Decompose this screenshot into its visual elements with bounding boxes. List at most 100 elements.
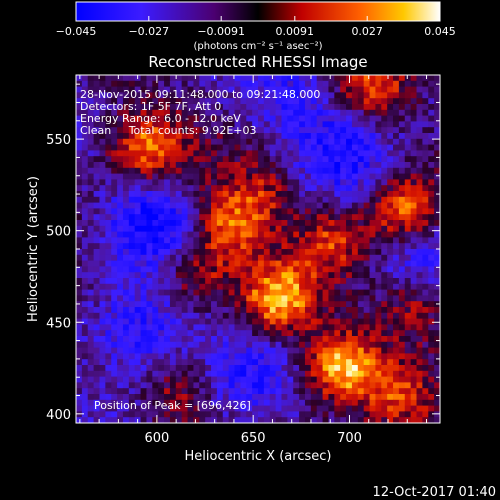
image-pixel bbox=[187, 92, 194, 99]
image-pixel bbox=[310, 278, 318, 285]
image-pixel bbox=[351, 231, 359, 238]
image-pixel bbox=[281, 411, 288, 418]
image-pixel bbox=[381, 376, 388, 383]
image-pixel bbox=[140, 289, 147, 296]
image-pixel bbox=[375, 295, 382, 302]
image-pixel bbox=[393, 173, 400, 180]
image-pixel bbox=[240, 254, 247, 261]
image-pixel bbox=[128, 150, 136, 157]
image-pixel bbox=[381, 307, 388, 314]
image-pixel bbox=[76, 359, 83, 366]
x-tick-label: 650 bbox=[241, 431, 266, 446]
image-pixel bbox=[299, 156, 306, 163]
image-pixel bbox=[140, 417, 147, 424]
image-pixel bbox=[193, 237, 200, 244]
image-pixel bbox=[146, 121, 153, 128]
image-pixel bbox=[117, 295, 124, 302]
image-pixel bbox=[346, 104, 353, 111]
image-pixel bbox=[328, 191, 335, 198]
image-pixel bbox=[369, 237, 376, 244]
image-pixel bbox=[146, 394, 153, 401]
image-pixel bbox=[193, 295, 200, 302]
image-pixel bbox=[169, 266, 177, 273]
image-pixel bbox=[293, 336, 300, 343]
image-pixel bbox=[369, 208, 376, 215]
image-pixel bbox=[252, 260, 259, 267]
image-pixel bbox=[410, 144, 417, 151]
image-pixel bbox=[351, 80, 359, 87]
image-pixel bbox=[269, 260, 277, 267]
image-pixel bbox=[152, 185, 159, 192]
image-pixel bbox=[322, 133, 329, 140]
image-pixel bbox=[375, 283, 382, 290]
image-pixel bbox=[398, 324, 406, 331]
image-pixel bbox=[346, 115, 353, 122]
image-pixel bbox=[351, 254, 359, 261]
image-pixel bbox=[310, 411, 318, 418]
image-pixel bbox=[240, 278, 247, 285]
image-pixel bbox=[158, 272, 165, 279]
image-pixel bbox=[381, 98, 388, 105]
image-pixel bbox=[340, 243, 347, 250]
image-pixel bbox=[169, 388, 177, 395]
image-pixel bbox=[310, 336, 318, 343]
image-pixel bbox=[152, 411, 159, 418]
image-pixel bbox=[76, 405, 83, 412]
image-pixel bbox=[275, 417, 282, 424]
image-pixel bbox=[140, 191, 147, 198]
image-pixel bbox=[128, 324, 136, 331]
image-pixel bbox=[128, 307, 136, 314]
image-pixel bbox=[228, 347, 235, 354]
image-pixel bbox=[87, 254, 95, 261]
image-pixel bbox=[299, 394, 306, 401]
image-pixel bbox=[164, 394, 171, 401]
image-pixel bbox=[351, 382, 359, 389]
image-pixel bbox=[246, 98, 253, 105]
image-pixel bbox=[410, 336, 417, 343]
image-pixel bbox=[93, 359, 100, 366]
image-pixel bbox=[346, 312, 353, 319]
image-pixel bbox=[134, 98, 141, 105]
image-pixel bbox=[369, 312, 376, 319]
image-pixel bbox=[76, 196, 83, 203]
image-pixel bbox=[93, 185, 100, 192]
image-pixel bbox=[99, 115, 106, 122]
image-pixel bbox=[105, 196, 112, 203]
image-pixel bbox=[164, 382, 171, 389]
image-pixel bbox=[434, 243, 441, 250]
image-pixel bbox=[393, 185, 400, 192]
image-pixel bbox=[175, 237, 183, 244]
image-pixel bbox=[340, 202, 347, 209]
image-pixel bbox=[240, 150, 247, 157]
image-pixel bbox=[310, 86, 318, 93]
image-pixel bbox=[216, 196, 224, 203]
image-pixel bbox=[346, 156, 353, 163]
image-pixel bbox=[346, 243, 353, 250]
image-pixel bbox=[122, 144, 130, 151]
image-pixel bbox=[410, 237, 417, 244]
image-pixel bbox=[169, 283, 177, 290]
image-pixel bbox=[252, 115, 259, 122]
image-pixel bbox=[240, 133, 247, 140]
image-pixel bbox=[222, 399, 230, 406]
image-pixel bbox=[228, 109, 235, 116]
image-pixel bbox=[299, 254, 306, 261]
image-pixel bbox=[199, 156, 206, 163]
image-pixel bbox=[416, 179, 423, 186]
image-pixel bbox=[316, 399, 323, 406]
image-pixel bbox=[228, 98, 235, 105]
image-pixel bbox=[328, 179, 335, 186]
image-pixel bbox=[175, 185, 183, 192]
image-pixel bbox=[81, 388, 89, 395]
image-pixel bbox=[363, 394, 370, 401]
image-pixel bbox=[158, 307, 165, 314]
image-pixel bbox=[410, 127, 417, 134]
image-pixel bbox=[146, 115, 153, 122]
image-pixel bbox=[346, 237, 353, 244]
image-pixel bbox=[152, 127, 159, 134]
image-pixel bbox=[410, 104, 417, 111]
image-pixel bbox=[128, 225, 136, 232]
image-pixel bbox=[87, 394, 95, 401]
image-pixel bbox=[158, 231, 165, 238]
image-pixel bbox=[252, 202, 259, 209]
